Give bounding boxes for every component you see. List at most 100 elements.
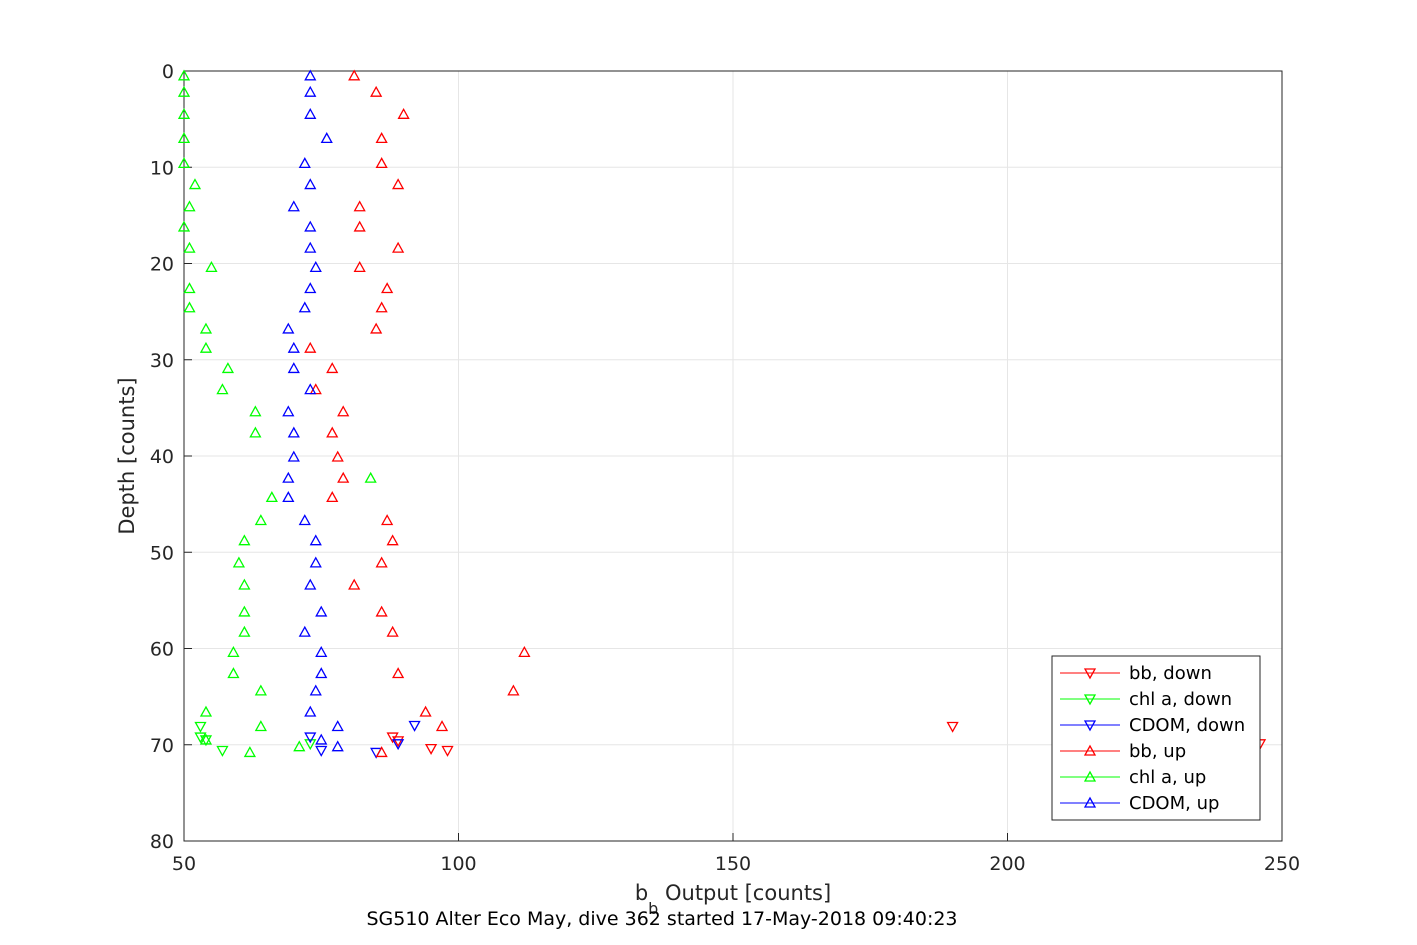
legend-item: CDOM, up <box>1060 793 1219 814</box>
data-point <box>381 282 394 294</box>
data-point <box>227 646 240 657</box>
data-point <box>375 301 388 313</box>
y-axis-label: Depth [counts] <box>115 377 139 534</box>
data-point <box>249 426 262 438</box>
x-axis-label-subscript: b <box>648 899 658 918</box>
data-point <box>199 341 213 353</box>
data-point <box>298 625 311 637</box>
legend-label: CDOM, down <box>1129 715 1245 736</box>
x-ticks: 50 100 150 200 250 <box>172 833 1300 875</box>
data-point <box>381 514 394 526</box>
data-point <box>337 405 350 417</box>
data-point <box>392 241 405 253</box>
data-point <box>375 132 388 144</box>
data-point <box>348 69 361 81</box>
data-point <box>320 132 333 144</box>
data-point <box>293 740 306 752</box>
data-point <box>238 534 251 546</box>
legend-label: CDOM, up <box>1129 793 1219 814</box>
chart-caption: SG510 Alter Eco May, dive 362 started 17… <box>366 908 957 930</box>
data-point <box>304 241 317 253</box>
series-5 <box>282 69 344 752</box>
x-tick-label: 50 <box>172 853 196 875</box>
data-point <box>254 720 267 732</box>
legend-label: bb, down <box>1129 663 1212 684</box>
legend-label: chl a, up <box>1129 767 1206 788</box>
data-point <box>298 301 311 313</box>
data-point <box>309 684 322 696</box>
x-axis-label-rest: Output [counts] <box>658 881 831 905</box>
y-tick-label: 80 <box>150 831 174 853</box>
data-point <box>315 605 328 617</box>
data-point <box>254 684 267 696</box>
data-point <box>419 705 432 717</box>
data-point <box>221 362 235 374</box>
legend-label: bb, up <box>1129 741 1186 762</box>
legend-item: bb, down <box>1060 663 1212 684</box>
data-point <box>304 578 317 590</box>
data-point <box>216 745 229 757</box>
legend-item: chl a, down <box>1060 689 1232 710</box>
data-point <box>309 261 322 273</box>
data-point <box>518 646 531 657</box>
data-point <box>282 491 295 503</box>
data-point <box>315 667 328 679</box>
data-point <box>441 745 454 757</box>
x-tick-label: 100 <box>440 853 476 875</box>
series-3 <box>304 69 531 758</box>
data-point <box>424 743 438 755</box>
data-point <box>254 514 267 526</box>
data-point <box>375 746 388 758</box>
legend-item: bb, up <box>1060 741 1186 762</box>
x-axis-label-base: b <box>635 881 648 905</box>
x-axis-label: bb Output [counts] <box>635 881 831 918</box>
data-point <box>364 471 377 483</box>
data-point <box>375 157 388 169</box>
data-point <box>183 200 196 212</box>
data-point <box>177 220 191 232</box>
data-point <box>326 362 339 374</box>
data-point <box>315 646 328 657</box>
data-point <box>199 705 213 717</box>
y-tick-label: 10 <box>150 157 174 179</box>
data-point <box>392 178 405 190</box>
data-point <box>315 733 328 745</box>
legend-marker <box>1083 694 1097 706</box>
data-point <box>370 85 383 97</box>
data-point <box>177 69 191 81</box>
data-point <box>298 514 311 526</box>
y-tick-label: 30 <box>150 350 174 372</box>
data-point <box>304 85 317 97</box>
data-point <box>326 491 339 503</box>
legend-item: chl a, up <box>1060 767 1206 788</box>
data-point <box>265 491 278 503</box>
data-point <box>326 426 339 438</box>
data-point <box>183 241 196 253</box>
data-point <box>304 705 317 717</box>
y-tick-label: 50 <box>150 542 174 564</box>
data-point <box>408 720 421 732</box>
y-ticks: 0 10 20 30 40 50 60 70 80 <box>150 61 192 853</box>
data-point <box>337 471 350 483</box>
data-point <box>177 157 191 169</box>
data-point <box>243 746 256 758</box>
data-point <box>238 605 251 617</box>
data-point <box>304 282 317 294</box>
data-point <box>309 556 322 568</box>
data-point <box>287 341 300 353</box>
legend-item: CDOM, down <box>1060 715 1245 736</box>
data-point <box>238 625 251 637</box>
data-point <box>315 745 328 757</box>
data-point <box>199 733 213 745</box>
data-point <box>304 178 317 190</box>
data-point <box>386 625 399 637</box>
data-point <box>227 667 240 679</box>
data-point <box>183 282 196 294</box>
legend: bb, down chl a, down CDOM, down bb, up chl a… <box>1051 655 1261 821</box>
legend-marker <box>1083 770 1097 782</box>
data-point <box>375 556 388 568</box>
data-point <box>282 471 295 483</box>
data-point <box>392 667 405 679</box>
data-point <box>331 720 344 732</box>
data-point <box>282 322 295 334</box>
